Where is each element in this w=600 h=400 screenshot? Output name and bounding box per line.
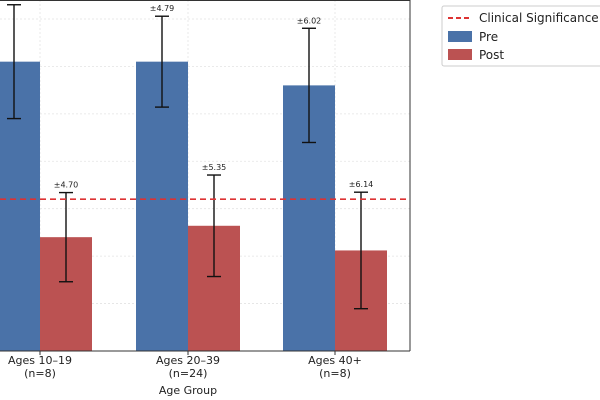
- legend-label-post: Post: [479, 48, 504, 62]
- x-tick-label: Ages 40+: [308, 354, 362, 367]
- legend-box: [441, 5, 600, 67]
- legend-pre-swatch: [448, 31, 472, 42]
- x-axis-label: Age Group: [159, 384, 217, 397]
- x-tick-sample-size: (n=24): [169, 367, 208, 380]
- error-label-post-1: ±5.35: [202, 163, 227, 172]
- error-label-pre-2: ±6.02: [297, 16, 322, 25]
- bars: [0, 61, 387, 351]
- x-tick-labels: Ages 10–19(n=8)Ages 20–39(n=24)Ages 40+(…: [8, 351, 362, 380]
- legend: Clinical Significance Pre Post: [441, 5, 600, 67]
- error-label-post-0: ±4.70: [54, 181, 79, 190]
- bar-pre-1: [136, 61, 188, 351]
- error-label-pre-1: ±4.79: [150, 4, 175, 13]
- error-label-post-2: ±6.14: [349, 180, 374, 189]
- axes: [0, 0, 411, 352]
- legend-label-pre: Pre: [479, 30, 498, 44]
- x-tick-label: Ages 20–39: [156, 354, 220, 367]
- error-bars: ±6.00±4.79±6.02±4.70±5.35±6.14: [2, 0, 374, 310]
- x-tick-label: Ages 10–19: [8, 354, 72, 367]
- x-tick-sample-size: (n=8): [319, 367, 351, 380]
- legend-post-swatch: [448, 49, 472, 60]
- bar-pre-0: [0, 61, 40, 351]
- x-tick-sample-size: (n=8): [24, 367, 56, 380]
- legend-label-reference: Clinical Significance: [479, 11, 599, 25]
